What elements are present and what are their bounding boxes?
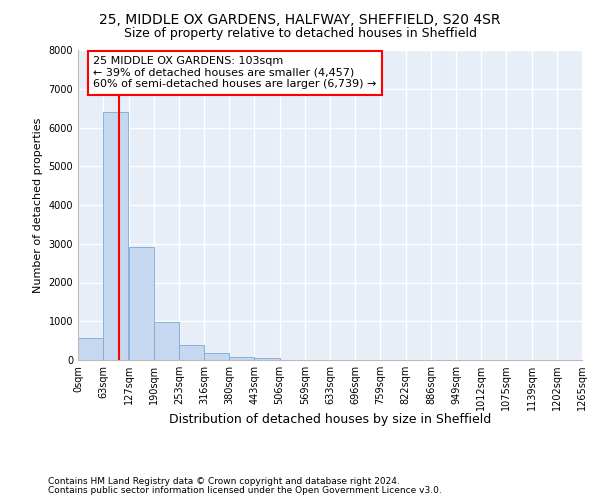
Bar [254,358,280,360]
Bar [78,338,103,360]
Text: Contains HM Land Registry data © Crown copyright and database right 2024.: Contains HM Land Registry data © Crown c… [48,477,400,486]
Text: 25 MIDDLE OX GARDENS: 103sqm
← 39% of detached houses are smaller (4,457)
60% of: 25 MIDDLE OX GARDENS: 103sqm ← 39% of de… [93,56,376,90]
Text: Contains public sector information licensed under the Open Government Licence v3: Contains public sector information licen… [48,486,442,495]
Text: Size of property relative to detached houses in Sheffield: Size of property relative to detached ho… [124,28,476,40]
Bar [229,356,254,360]
Text: 25, MIDDLE OX GARDENS, HALFWAY, SHEFFIELD, S20 4SR: 25, MIDDLE OX GARDENS, HALFWAY, SHEFFIEL… [99,12,501,26]
Bar [103,112,128,360]
X-axis label: Distribution of detached houses by size in Sheffield: Distribution of detached houses by size … [169,413,491,426]
Bar [128,247,154,360]
Bar [179,345,204,360]
Bar [204,354,229,360]
Bar [154,322,179,360]
Y-axis label: Number of detached properties: Number of detached properties [33,118,43,292]
